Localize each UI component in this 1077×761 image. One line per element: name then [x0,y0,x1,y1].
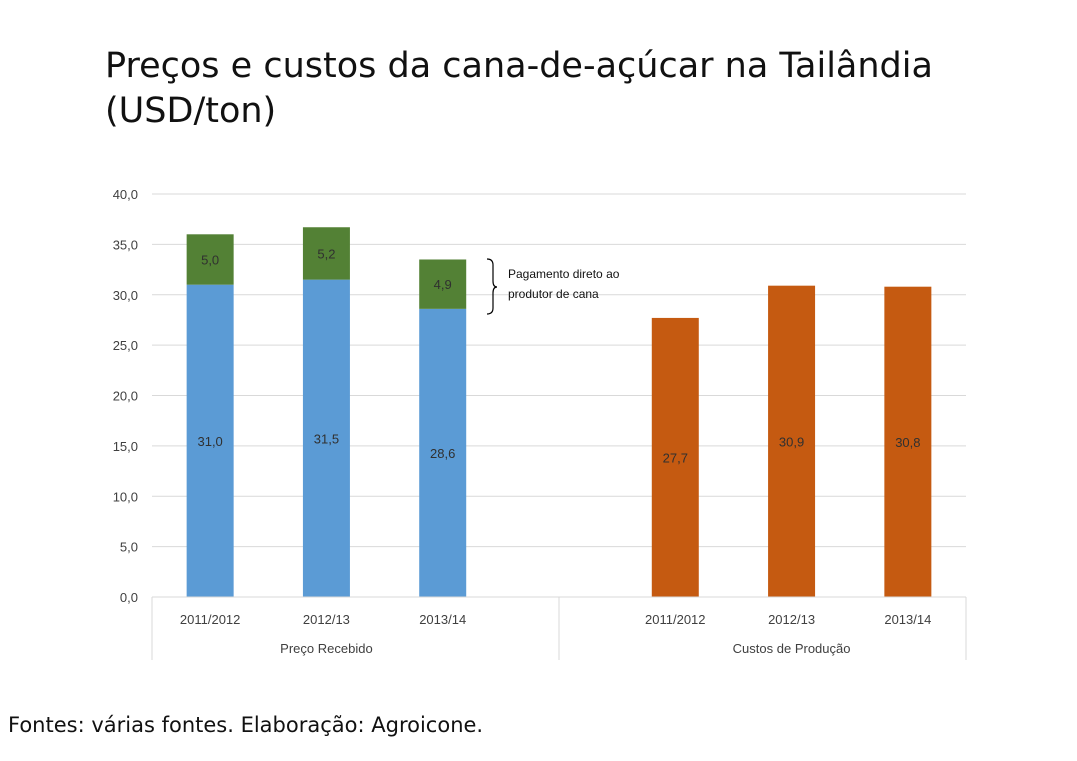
x-tick-label: 2011/2012 [180,612,241,627]
group-label: Custos de Produção [733,641,851,656]
data-label: 31,0 [197,434,222,449]
data-label: 5,0 [201,252,219,267]
x-tick-label: 2011/2012 [645,612,706,627]
bar-2013-14-series0 [884,286,932,597]
y-axis: 0,0 5,0 10,0 15,0 20,0 25,0 30,0 35,0 40,0 [113,187,138,605]
source-note: Fontes: várias fontes. Elaboração: Agroi… [8,713,484,737]
y-tick-label: 25,0 [113,338,138,353]
data-label: 5,2 [317,246,335,261]
chart-title: Preços e custos da cana-de-açúcar na Tai… [105,44,1005,134]
y-tick-label: 15,0 [113,439,138,454]
x-axis: 2011/2012 2012/13 2013/14 2011/2012 2012/13 2… [151,596,967,660]
annotation: Pagamento direto ao produtor de cana [486,258,620,315]
y-tick-label: 10,0 [113,489,138,504]
chart-title-line2: (USD/ton) [105,91,277,131]
bar-2011-2012-series1 [186,234,234,285]
bar-2013-14-series0 [419,308,467,597]
annotation-line1: Pagamento direto ao [508,267,620,281]
x-tick-label: 2013/14 [884,612,931,627]
x-tick-label: 2012/13 [768,612,815,627]
data-label: 27,7 [663,450,688,465]
bar-2013-14-series1 [419,259,467,309]
bars: 31,0 5,0 31,5 5,2 28,6 4,9 27,7 30,9 30,8 [186,227,932,597]
bar-chart: 0,0 5,0 10,0 15,0 20,0 25,0 30,0 35,0 40,0 31,0 5… [113,187,967,660]
bar-2012-13-series0 [302,279,350,597]
bar-2012-13-series1 [302,227,350,280]
y-tick-label: 35,0 [113,237,138,252]
x-tick-label: 2013/14 [419,612,466,627]
y-tick-label: 40,0 [113,187,138,202]
annotation-brace [486,258,498,315]
bar-2011-2012-series0 [651,317,699,597]
bar-2011-2012-series0 [186,284,234,597]
data-label: 30,9 [779,434,804,449]
data-label: 4,9 [434,277,452,292]
group-label: Preço Recebido [280,641,373,656]
bar-2012-13-series0 [768,285,816,597]
gridlines [152,193,966,548]
y-tick-label: 5,0 [120,540,138,555]
y-tick-label: 20,0 [113,389,138,404]
x-tick-label: 2012/13 [303,612,350,627]
data-label: 28,6 [430,446,455,461]
y-tick-label: 30,0 [113,288,138,303]
y-tick-label: 0,0 [120,590,138,605]
data-label: 30,8 [895,435,920,450]
chart-title-line1: Preços e custos da cana-de-açúcar na Tai… [105,46,933,86]
data-label: 31,5 [314,431,339,446]
annotation-line2: produtor de cana [508,287,599,301]
